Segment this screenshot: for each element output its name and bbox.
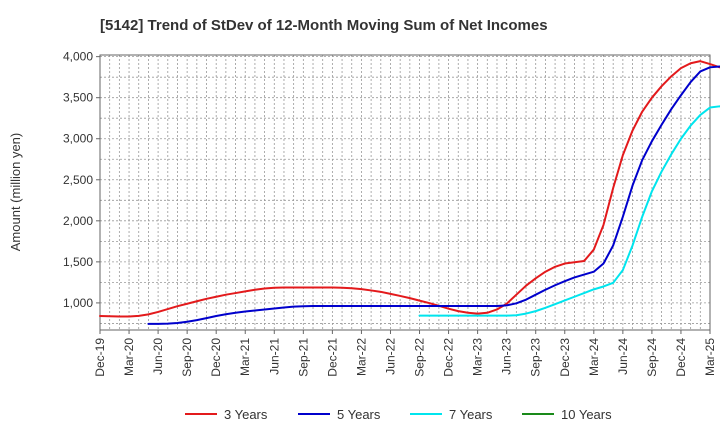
- y-tick-label: 3,500: [63, 91, 93, 105]
- x-tick-label: Mar-21: [238, 338, 252, 376]
- x-tick-label: Sep-23: [529, 338, 543, 377]
- y-tick-label: 2,000: [63, 214, 93, 228]
- x-tick-label: Jun-22: [383, 338, 397, 375]
- x-tick-label: Sep-20: [180, 338, 194, 377]
- y-tick-label: 1,000: [63, 296, 93, 310]
- legend-label: 5 Years: [337, 407, 381, 422]
- y-tick-label: 2,500: [63, 173, 93, 187]
- x-tick-label: Mar-20: [122, 338, 136, 376]
- x-tick-label: Dec-20: [209, 338, 223, 377]
- x-tick-label: Jun-23: [500, 338, 514, 375]
- legend: 3 Years 5 Years 7 Years 10 Years: [185, 407, 612, 422]
- x-tick-label: Sep-21: [296, 338, 310, 377]
- x-tick-label: Dec-24: [674, 338, 688, 377]
- y-axis-title: Amount (million yen): [8, 133, 23, 252]
- x-tick-label: Mar-23: [471, 338, 485, 376]
- x-tick-label: Mar-24: [587, 338, 601, 376]
- x-tick-label: Jun-21: [267, 338, 281, 375]
- y-tick-label: 1,500: [63, 255, 93, 269]
- x-axis-ticks: Dec-19 Mar-20 Jun-20 Sep-20 Dec-20 Mar-21 Jun-…: [93, 330, 717, 377]
- x-tick-label: Mar-22: [354, 338, 368, 376]
- x-tick-label: Sep-24: [645, 338, 659, 377]
- x-tick-label: Jun-20: [151, 338, 165, 375]
- x-tick-label: Sep-22: [413, 338, 427, 377]
- series-line-3-years: [99, 60, 720, 318]
- legend-label: 7 Years: [449, 407, 493, 422]
- y-axis-ticks: 1,000 1,500 2,000 2,500 3,000 3,500 4,000: [63, 50, 100, 310]
- x-tick-label: Dec-23: [558, 338, 572, 377]
- x-tick-label: Mar-25: [703, 338, 717, 376]
- series-lines: [99, 60, 720, 325]
- legend-label: 3 Years: [224, 407, 268, 422]
- y-tick-label: 3,000: [63, 132, 93, 146]
- chart-title: [5142] Trend of StDev of 12-Month Moving…: [100, 17, 548, 34]
- legend-label: 10 Years: [561, 407, 612, 422]
- series-line-7-years: [418, 105, 720, 317]
- y-tick-label: 4,000: [63, 50, 93, 64]
- x-tick-label: Jun-24: [616, 338, 630, 375]
- x-tick-label: Dec-21: [325, 338, 339, 377]
- plot-area-border: [99, 54, 711, 331]
- grid: [99, 55, 711, 330]
- x-tick-label: Dec-22: [442, 338, 456, 377]
- x-tick-label: Dec-19: [93, 338, 107, 377]
- series-line-5-years: [147, 65, 720, 325]
